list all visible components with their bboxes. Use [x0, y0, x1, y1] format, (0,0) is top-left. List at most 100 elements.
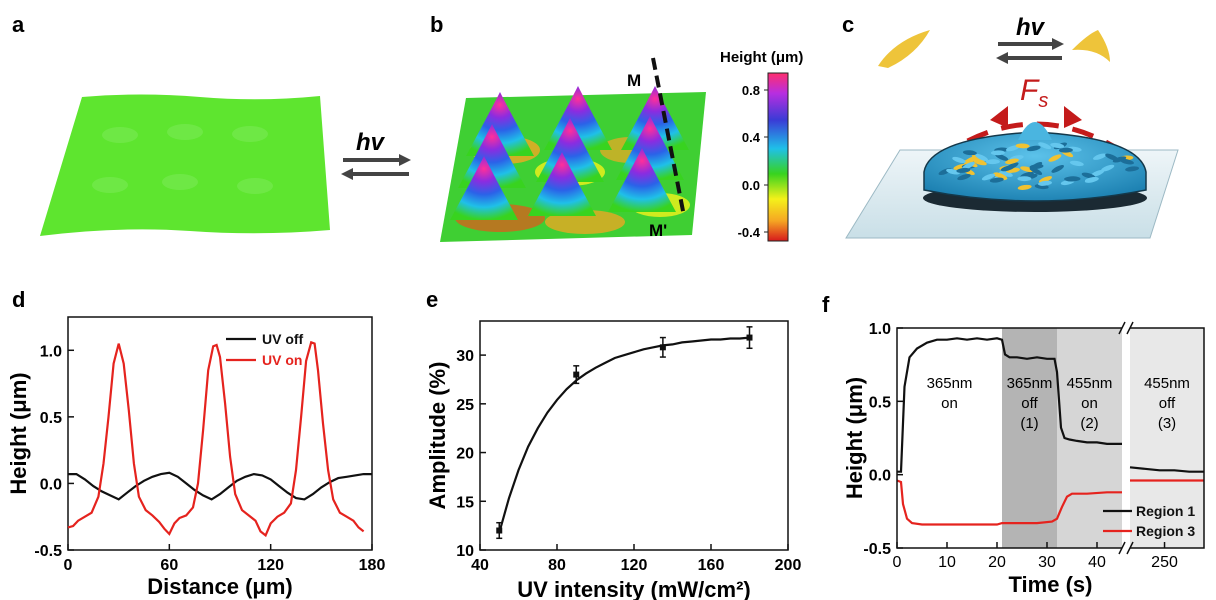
y-tick-label: 25 — [456, 397, 474, 414]
surface-peaks — [450, 86, 689, 220]
grain — [1058, 147, 1073, 153]
chart-f: 365nm on 365nm off (1) 455nm on (2) 455nm off (3) 0… — [842, 321, 1205, 597]
surface-peak — [608, 148, 676, 212]
y-tick-label: 0.5 — [40, 410, 62, 427]
grain — [989, 177, 1004, 183]
label-M: M — [627, 71, 641, 90]
series-line-left-region-3 — [896, 479, 1122, 526]
surface-peak — [450, 156, 518, 220]
data-point — [573, 371, 580, 378]
grain — [946, 168, 960, 175]
grain — [1005, 158, 1019, 165]
grain — [956, 167, 971, 173]
panel-label-a: a — [12, 12, 25, 37]
x-tick-label: 40 — [1088, 554, 1106, 571]
colorbar-tick-label: 0.4 — [742, 130, 761, 145]
region-label: (2) — [1080, 415, 1098, 432]
flat-green-film — [40, 94, 330, 236]
region-label: (1) — [1020, 415, 1038, 432]
axis-break-mark — [1126, 541, 1134, 555]
y-tick-label: 30 — [456, 348, 474, 365]
liquid-crystal-grains — [938, 142, 1140, 190]
colorbar-tick-label: 0.8 — [742, 83, 760, 98]
force-arrow-left — [990, 106, 1008, 128]
grain — [975, 153, 988, 161]
surface-peak — [616, 116, 684, 180]
colorbar-tick-label: -0.4 — [738, 225, 761, 240]
hv-label-c: hv — [1016, 14, 1046, 41]
region-label: off — [1159, 395, 1176, 412]
region-shade — [1130, 328, 1204, 548]
axis-break-mark — [1126, 321, 1134, 335]
fit-curve — [498, 336, 750, 533]
legend-label: Region 1 — [1136, 503, 1195, 519]
film-texture — [92, 124, 273, 194]
x-tick-label: 160 — [698, 557, 725, 574]
grain — [957, 174, 971, 181]
x-tick-label: 40 — [471, 557, 489, 574]
region-label: 365nm — [927, 375, 973, 392]
chart-e: 40 80 120 160 200 10 15 20 25 30 UV intensity (mW/… — [425, 320, 802, 600]
plot-frame — [896, 327, 1205, 549]
y-tick-label: 1.0 — [869, 321, 891, 338]
x-tick-label: 0 — [893, 554, 902, 571]
series-line-left-region-1 — [897, 337, 1122, 473]
grain — [1017, 176, 1032, 182]
grain — [1105, 153, 1119, 161]
panel-c-droplet-illustration: hv Fs — [845, 14, 1179, 239]
right-particle-icon — [1072, 30, 1110, 62]
break-gap-top — [1122, 324, 1130, 332]
region-label: off — [1021, 395, 1038, 412]
x-tick-label: 200 — [775, 557, 802, 574]
region-label: on — [1081, 395, 1098, 412]
grain — [1020, 166, 1034, 173]
left-particle-icon — [878, 30, 930, 68]
grain — [1015, 143, 1030, 149]
y-axis-label: Amplitude (%) — [425, 362, 450, 510]
grain — [1050, 142, 1065, 149]
panel-a-flat-surface — [40, 94, 330, 236]
grain — [1048, 154, 1062, 162]
plot-frame — [479, 320, 789, 551]
force-arrow-right — [1064, 106, 1082, 128]
grain — [1000, 165, 1015, 172]
surface-peak — [544, 86, 612, 150]
legend-label: UV off — [262, 331, 304, 347]
colorbar-gradient — [767, 72, 789, 242]
x-tick-label: 10 — [938, 554, 956, 571]
grain — [1029, 162, 1043, 171]
grain — [962, 161, 975, 170]
grain — [971, 154, 985, 163]
colorbar-title: Height (μm) — [720, 49, 803, 66]
grain — [1069, 160, 1084, 167]
surface-peak — [528, 152, 596, 216]
grain — [1026, 145, 1041, 152]
region-label: 365nm — [1007, 375, 1053, 392]
x-tick-label: 20 — [988, 554, 1006, 571]
data-point — [746, 334, 753, 341]
x-tick-label: 0 — [64, 557, 73, 574]
x-tick-label: 250 — [1151, 554, 1178, 571]
x-tick-label: 30 — [1038, 554, 1056, 571]
grain — [995, 153, 1009, 161]
region-shade — [1002, 328, 1057, 548]
x-tick-label: 120 — [621, 557, 648, 574]
grain — [1005, 145, 1020, 152]
y-tick-label: 0.0 — [40, 476, 62, 493]
force-subscript: s — [1038, 90, 1048, 112]
y-tick-label: 10 — [456, 543, 474, 560]
y-tick-label: -0.5 — [34, 543, 62, 560]
data-point — [659, 344, 666, 351]
grain — [952, 156, 966, 164]
grain — [1038, 142, 1052, 150]
y-tick-label: 20 — [456, 446, 474, 463]
grain — [1051, 164, 1064, 173]
y-axis-label: Height (μm) — [6, 372, 31, 494]
region-label: (3) — [1158, 415, 1176, 432]
surface-peak — [536, 118, 604, 182]
axis-break-mark — [1118, 321, 1126, 335]
x-tick-label: 120 — [257, 557, 284, 574]
panel-label-b: b — [430, 12, 444, 37]
panel-b-peak-surface: M M' — [440, 57, 706, 242]
y-tick-label: 0.5 — [869, 394, 891, 411]
